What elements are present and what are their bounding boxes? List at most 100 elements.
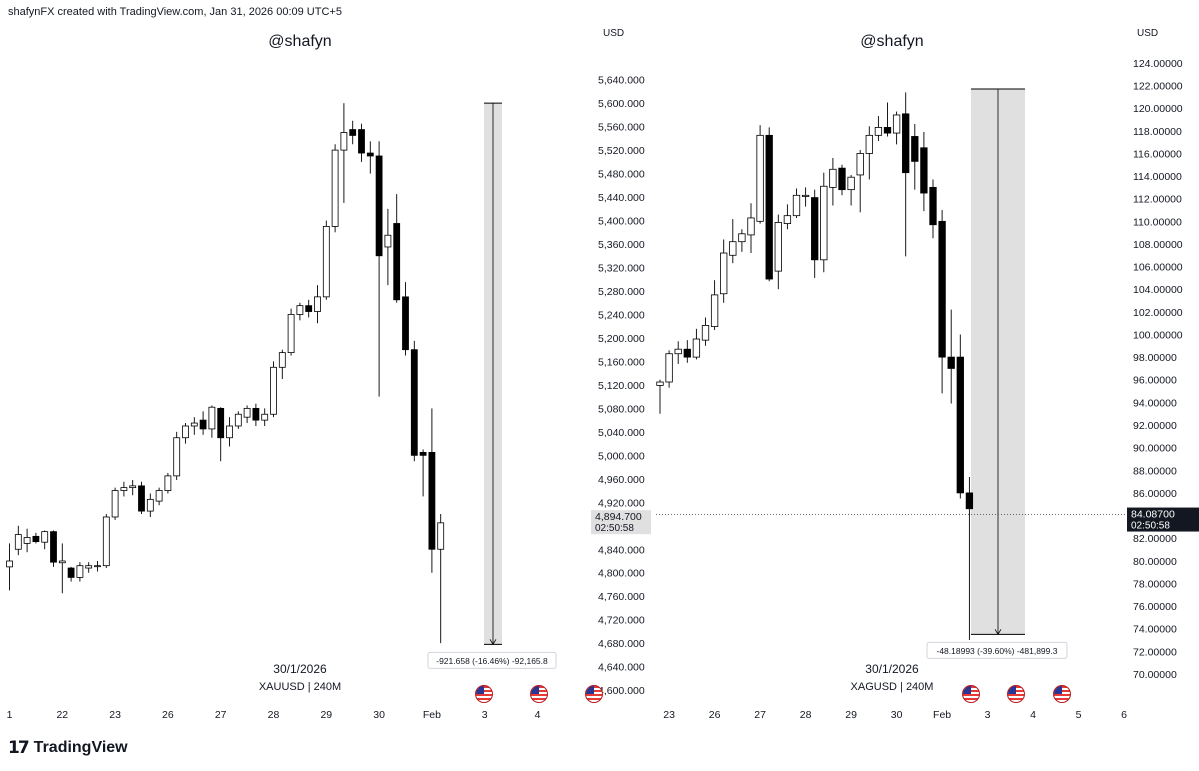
price-axis-tick: 5,600.000 [598,98,645,110]
candle-down [67,567,75,578]
measure-label-box [427,651,557,669]
candle-up [792,194,801,217]
price-axis-tick: 4,600.000 [598,685,645,697]
time-axis-tick: 22 [56,709,68,721]
time-axis-tick: Feb [933,709,951,721]
us-economic-event-icon[interactable] [475,685,493,703]
candle-up [314,296,321,312]
price-axis-tick: 4,640.000 [598,662,645,674]
candle-down [402,296,409,351]
candle-up [847,176,855,191]
candle-down [349,129,357,136]
candle-down [947,356,955,369]
candle-up [173,437,181,477]
time-axis-tick: Feb [423,709,441,721]
time-axis-tick: 1 [7,709,13,721]
price-axis-tick: 4,960.000 [598,474,645,486]
price-axis-tick: 106.00000 [1133,262,1183,274]
price-axis-tick: 122.00000 [1133,81,1183,93]
candle-up [261,413,269,421]
candle-up [155,490,163,502]
us-economic-event-icon[interactable] [1007,685,1025,703]
tradingview-brand-name: TradingView [33,739,128,756]
chart-symbol-label: XAGUSD | 240M [850,681,934,693]
price-axis-tick: 88.00000 [1133,465,1177,477]
time-axis-tick: 27 [215,709,227,721]
price-axis-tick: 5,360.000 [598,239,645,251]
candle-up [6,560,13,568]
candle-up [674,348,682,355]
candle-up [829,168,837,188]
price-axis-tick: 94.00000 [1133,397,1177,409]
price-axis-tick: 72.00000 [1133,646,1177,658]
price-axis-tick: 4,920.000 [598,497,645,509]
xagusd-chart-panel[interactable]: @shafyn USD 124.00000 122.00000 120.00000 1… [655,0,1199,730]
price-axis-tick: 5,040.000 [598,427,645,439]
price-axis-tick: 4,680.000 [598,638,645,650]
candle-up [182,425,189,439]
candle-up [738,233,746,243]
candle-up [874,127,883,136]
candle-up [665,353,673,383]
us-economic-event-icon[interactable] [962,685,980,703]
candle-up [296,305,304,315]
candle-up [437,522,445,550]
measure-arrow-head [994,629,1002,636]
price-axis-tick: 110.00000 [1133,216,1182,228]
time-axis-tick: 5 [1076,709,1082,721]
candle-up [14,534,22,550]
price-axis-tick: 102.00000 [1133,307,1183,319]
tradingview-brand[interactable]: 17 TradingView [8,738,128,758]
price-axis-tick: 5,280.000 [598,286,645,298]
current-price-label: 84.08700 [1131,509,1175,521]
chart-watermark: @shafyn [268,33,332,50]
price-axis-tick: 114.00000 [1133,171,1182,183]
candle-down [50,531,57,563]
time-axis-tick: 30 [891,709,903,721]
candle-up [234,413,242,427]
price-axis-tick: 98.00000 [1133,352,1177,364]
candle-up [747,217,755,236]
candle-down [366,152,374,157]
xagusd-candlestick-chart[interactable]: 124.00000 122.00000 120.00000 118.00000 116.… [655,0,1199,730]
price-axis-tick: 70.00000 [1133,669,1177,681]
candle-down [32,535,40,543]
price-axis-tick: 5,080.000 [598,403,645,415]
candle-up [729,241,737,256]
measure-label: -48.18993 (-39.60%) -481,899.3 [937,646,1058,656]
us-economic-event-icon[interactable] [1053,685,1071,703]
candle-up [801,194,810,197]
candle-down [965,492,974,510]
price-axis-tick: 96.00000 [1133,375,1177,387]
price-axis-tick: 5,480.000 [598,169,645,181]
candle-up [76,565,84,578]
candle-up [243,407,251,418]
candle-down [358,129,365,154]
time-axis-tick: 3 [985,709,991,721]
candle-up [58,560,66,564]
price-axis-tick: 5,000.000 [598,450,645,462]
us-economic-event-icon[interactable] [530,685,548,703]
candle-down [883,127,892,134]
candle-up [865,134,873,154]
candle-up [287,314,295,354]
price-axis-tick: 80.00000 [1133,556,1177,568]
us-economic-event-icon[interactable] [585,685,603,703]
xauusd-candlestick-chart[interactable]: 5,640.000 5,600.000 5,560.000 5,520.000 5,48… [0,0,655,730]
tradingview-logo-icon: 17 [8,738,30,758]
candle-down [199,419,207,430]
price-axis-currency: USD [1137,28,1159,39]
candle-down [393,223,401,301]
xauusd-chart-panel[interactable]: @shafyn USD 5,640.000 5,600.000 5,560.000 5… [0,0,655,730]
candle-down [138,485,145,512]
candle-down [956,356,964,494]
candle-up [208,406,216,430]
candle-up [384,234,392,248]
candle-down [419,452,427,456]
price-axis-tick: 92.00000 [1133,420,1177,432]
time-axis-tick: 26 [162,709,174,721]
candle-up [164,475,172,491]
chart-caption: shafynFX created with TradingView.com, J… [8,6,342,18]
candle-up [111,490,119,518]
candle-down [410,349,418,456]
